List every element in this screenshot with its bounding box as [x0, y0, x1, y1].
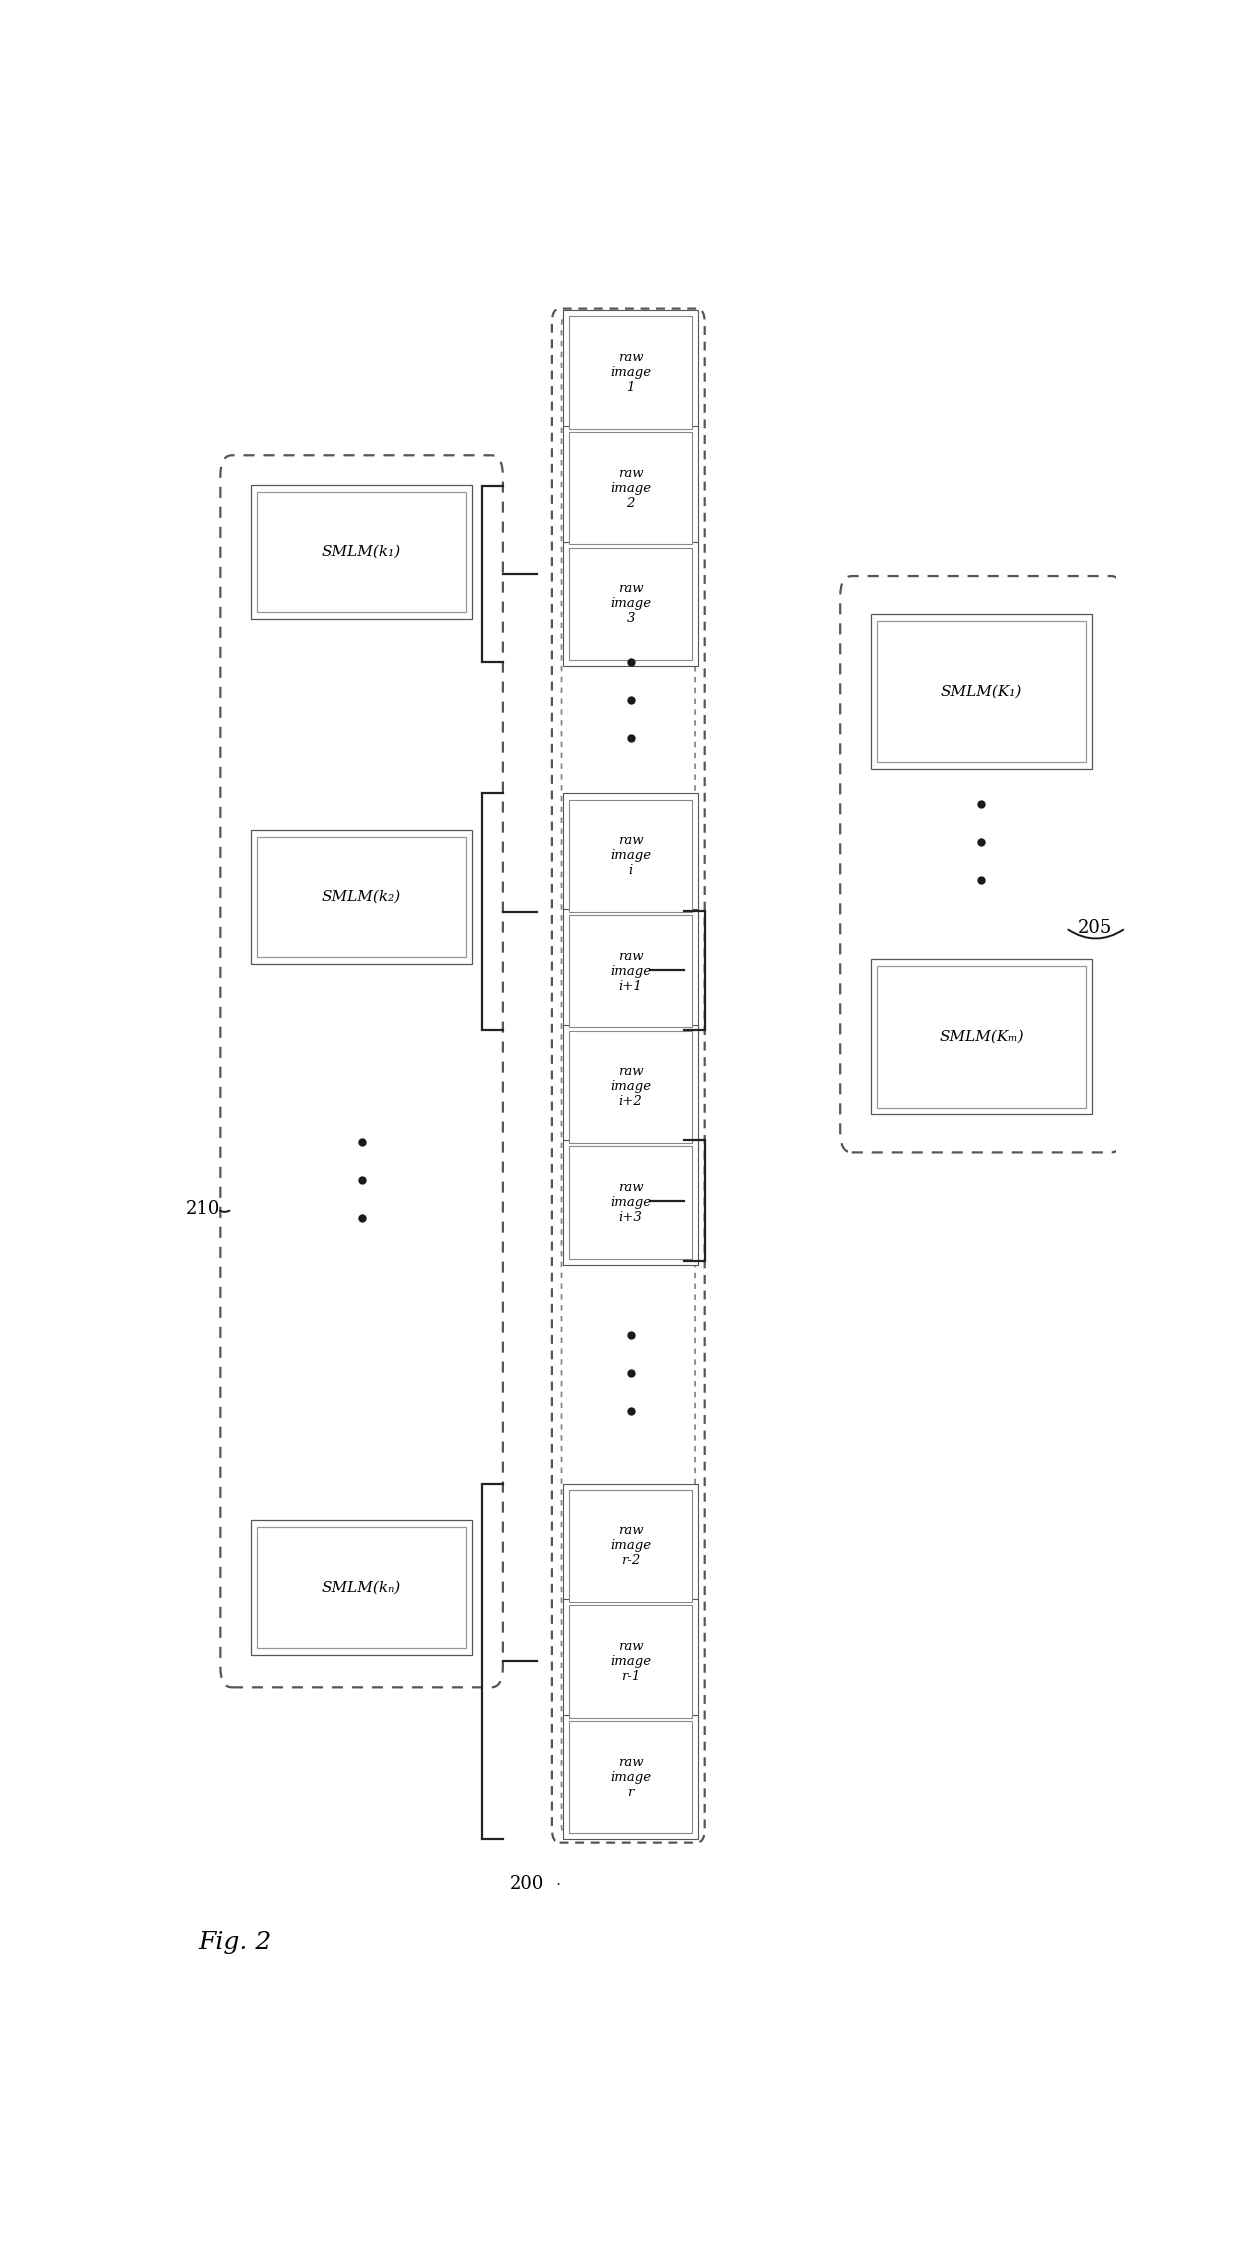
Bar [257, 1526, 466, 1647]
Text: SMLM(Kₘ): SMLM(Kₘ) [939, 1031, 1024, 1044]
Text: 200: 200 [510, 1876, 544, 1894]
Bar [563, 1600, 698, 1723]
Text: SMLM(k₂): SMLM(k₂) [322, 890, 402, 903]
FancyBboxPatch shape [562, 316, 696, 1835]
Text: SMLM(kₙ): SMLM(kₙ) [322, 1580, 402, 1593]
Text: SMLM(K₁): SMLM(K₁) [941, 686, 1022, 699]
Text: raw
image
i+3: raw image i+3 [610, 1181, 651, 1224]
Bar [563, 309, 698, 435]
Bar [870, 959, 1092, 1114]
Bar [569, 433, 692, 545]
Bar [569, 1031, 692, 1143]
Bar [563, 1024, 698, 1150]
Text: SMLM(k₁): SMLM(k₁) [322, 545, 402, 558]
Bar [569, 914, 692, 1026]
FancyBboxPatch shape [552, 309, 704, 1842]
Bar [569, 1490, 692, 1602]
Text: Fig. 2: Fig. 2 [198, 1932, 272, 1954]
FancyBboxPatch shape [841, 576, 1122, 1152]
Bar [257, 491, 466, 612]
Text: raw
image
i+2: raw image i+2 [610, 1064, 651, 1109]
Text: raw
image
i: raw image i [610, 834, 651, 876]
Text: 210: 210 [186, 1201, 221, 1219]
Bar [569, 1605, 692, 1717]
Bar [563, 426, 698, 551]
Bar [563, 793, 698, 919]
Bar [563, 1141, 698, 1264]
Bar [563, 542, 698, 666]
Bar [250, 484, 472, 619]
Bar [563, 910, 698, 1033]
Bar [569, 316, 692, 428]
Bar [877, 966, 1086, 1107]
Bar [563, 1484, 698, 1609]
Bar [877, 621, 1086, 762]
Bar [569, 1721, 692, 1833]
Bar [563, 1714, 698, 1840]
FancyBboxPatch shape [221, 455, 503, 1687]
Bar [870, 614, 1092, 769]
Bar [257, 836, 466, 957]
Bar [569, 800, 692, 912]
Text: raw
image
2: raw image 2 [610, 466, 651, 509]
Text: raw
image
i+1: raw image i+1 [610, 950, 651, 993]
Bar [569, 547, 692, 659]
Text: 205: 205 [1078, 919, 1112, 937]
Bar [250, 829, 472, 964]
Text: raw
image
1: raw image 1 [610, 352, 651, 394]
Text: raw
image
r: raw image r [610, 1755, 651, 1800]
Text: raw
image
r-2: raw image r-2 [610, 1524, 651, 1566]
Text: raw
image
r-1: raw image r-1 [610, 1640, 651, 1683]
Bar [250, 1519, 472, 1654]
Bar [569, 1147, 692, 1259]
Text: raw
image
3: raw image 3 [610, 583, 651, 625]
